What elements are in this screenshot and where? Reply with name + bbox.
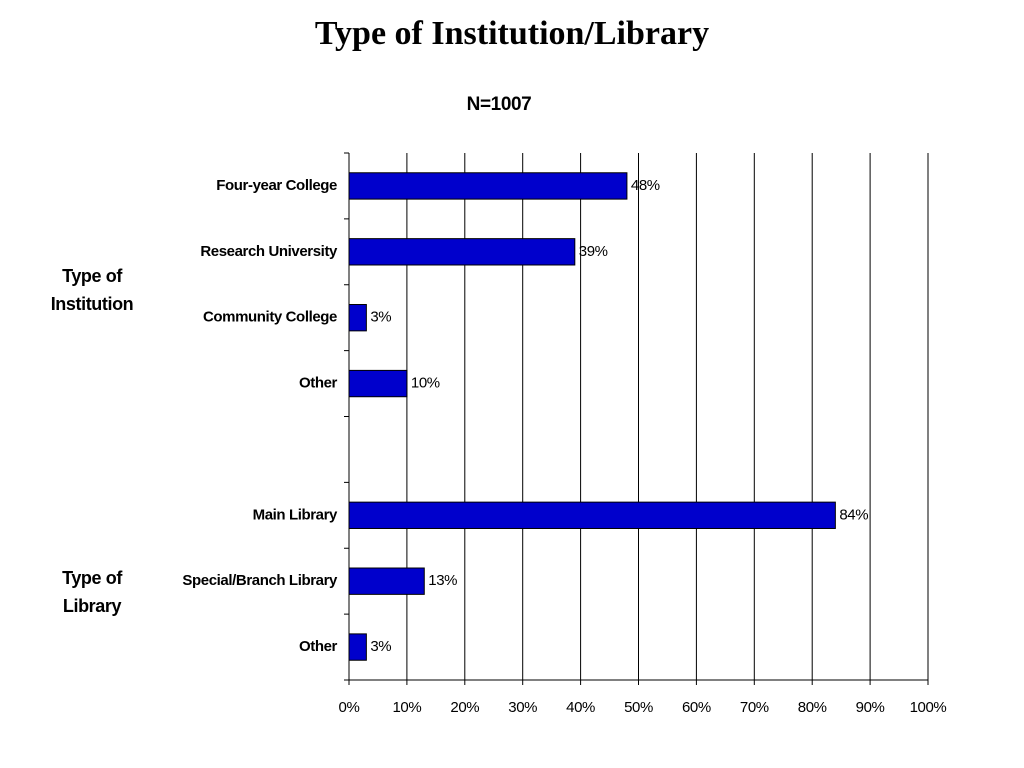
y-tick-label: Main Library	[253, 506, 338, 523]
x-tick-label: 0%	[339, 699, 360, 716]
y-tick-label: Other	[299, 375, 338, 392]
y-tick-label: Four-year College	[216, 177, 337, 194]
value-label: 3%	[370, 309, 391, 326]
value-label: 3%	[370, 638, 391, 655]
x-tick-label: 80%	[798, 699, 827, 716]
y-tick-label: Other	[299, 638, 338, 655]
bar	[348, 501, 836, 529]
value-label: 48%	[631, 177, 660, 194]
x-tick-label: 50%	[624, 699, 653, 716]
bar	[348, 238, 576, 266]
value-label: 39%	[579, 243, 608, 260]
bar	[348, 369, 408, 398]
value-label: 10%	[411, 375, 440, 392]
bar	[348, 304, 367, 332]
y-tick-label: Research University	[200, 243, 338, 260]
x-tick-label: 100%	[910, 699, 947, 716]
group-label: Type of Institution	[50, 266, 134, 314]
x-tick-label: 10%	[392, 699, 421, 716]
bar	[348, 567, 425, 595]
x-tick-label: 40%	[566, 699, 595, 716]
value-label: 13%	[428, 572, 457, 589]
x-tick-label: 30%	[508, 699, 537, 716]
chart-subtitle: N=1007	[467, 94, 532, 115]
x-tick-label: 20%	[450, 699, 479, 716]
x-tick-label: 60%	[682, 699, 711, 716]
bar	[348, 633, 367, 661]
chart-title: Type of Institution/Library	[315, 15, 709, 52]
x-tick-label: 70%	[740, 699, 769, 716]
bar	[348, 172, 628, 200]
value-label: 84%	[839, 506, 868, 523]
x-tick-label: 90%	[856, 699, 885, 716]
group-label: Type of Library	[62, 568, 122, 616]
y-tick-label: Special/Branch Library	[182, 572, 338, 589]
y-tick-label: Community College	[203, 309, 337, 326]
